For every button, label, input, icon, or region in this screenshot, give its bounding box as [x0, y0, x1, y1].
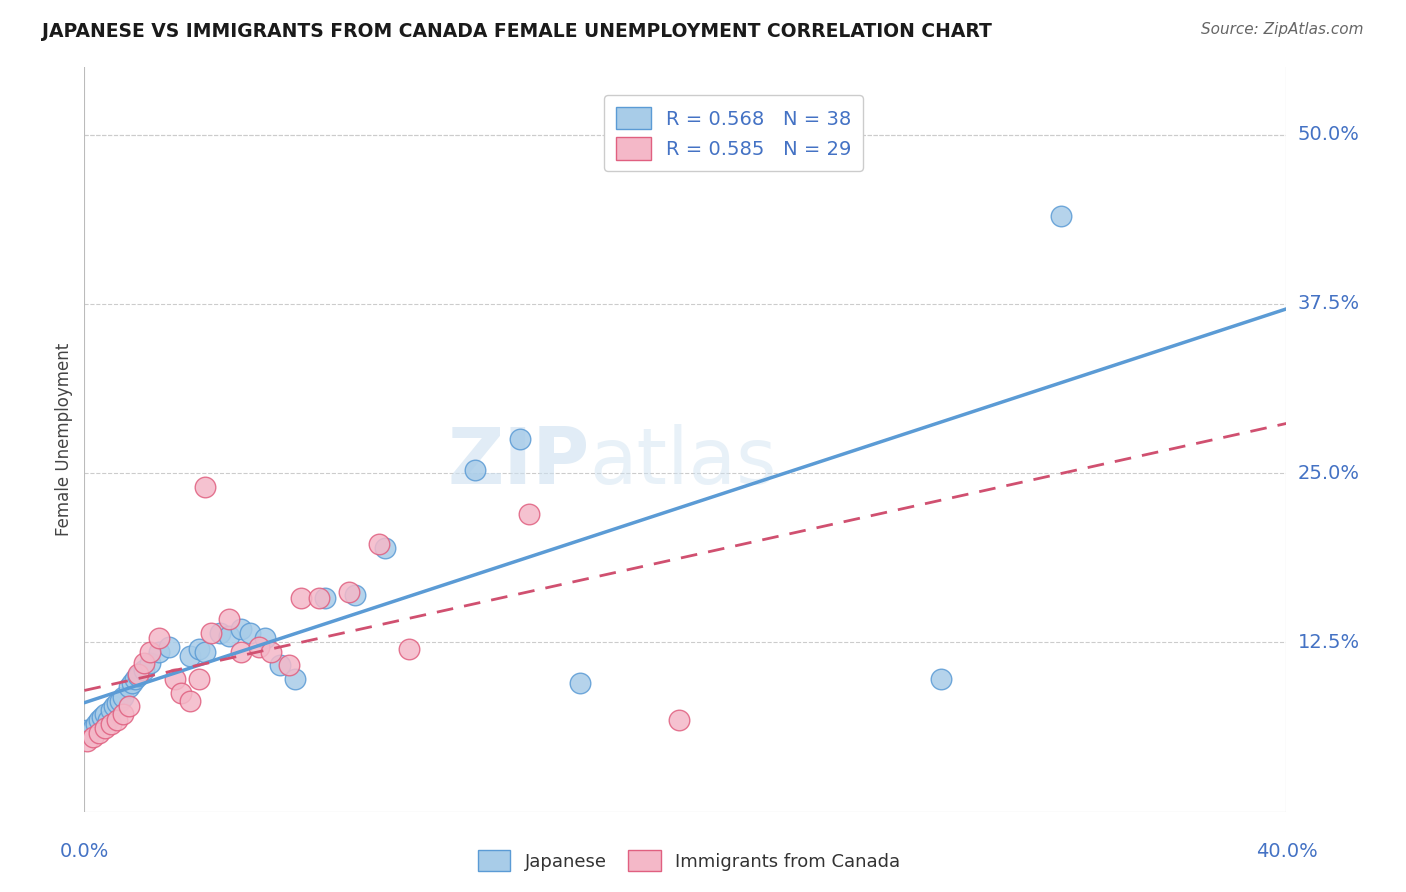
Point — [187, 642, 209, 657]
Text: 37.5%: 37.5% — [1298, 294, 1360, 313]
Point — [169, 685, 191, 699]
Point — [509, 433, 531, 447]
Point — [163, 672, 186, 686]
Point — [79, 726, 101, 740]
Point — [127, 669, 149, 683]
Point — [517, 507, 540, 521]
Point — [76, 734, 98, 748]
Point — [118, 680, 141, 694]
Point — [112, 707, 135, 722]
Point — [187, 672, 209, 686]
Point — [337, 585, 360, 599]
Point — [314, 591, 336, 605]
Text: 0.0%: 0.0% — [59, 842, 110, 862]
Point — [112, 690, 135, 704]
Point — [194, 480, 217, 494]
Point — [89, 713, 111, 727]
Point — [82, 730, 104, 744]
Y-axis label: Female Unemployment: Female Unemployment — [55, 343, 73, 536]
Point — [107, 697, 129, 711]
Point — [82, 721, 104, 735]
Point — [668, 713, 690, 727]
Text: 25.0%: 25.0% — [1298, 464, 1360, 483]
Point — [200, 626, 222, 640]
Point — [157, 640, 180, 654]
Point — [218, 612, 240, 626]
Point — [100, 703, 122, 717]
Point — [94, 721, 117, 735]
Point — [398, 642, 420, 657]
Point — [367, 536, 389, 550]
Point — [229, 622, 252, 636]
Text: ZIP: ZIP — [447, 424, 589, 500]
Point — [218, 629, 240, 643]
Point — [929, 672, 952, 686]
Point — [76, 723, 98, 738]
Point — [284, 672, 307, 686]
Text: 50.0%: 50.0% — [1298, 125, 1360, 145]
Text: 12.5%: 12.5% — [1298, 633, 1360, 652]
Point — [308, 591, 330, 605]
Point — [208, 626, 231, 640]
Point — [89, 726, 111, 740]
Point — [239, 626, 262, 640]
Point — [124, 672, 146, 686]
Text: JAPANESE VS IMMIGRANTS FROM CANADA FEMALE UNEMPLOYMENT CORRELATION CHART: JAPANESE VS IMMIGRANTS FROM CANADA FEMAL… — [42, 22, 993, 41]
Point — [94, 707, 117, 722]
Point — [247, 640, 270, 654]
Text: Source: ZipAtlas.com: Source: ZipAtlas.com — [1201, 22, 1364, 37]
Point — [269, 658, 291, 673]
Point — [343, 588, 366, 602]
Point — [148, 632, 170, 646]
Point — [139, 645, 162, 659]
Point — [464, 463, 486, 477]
Point — [179, 694, 201, 708]
Point — [134, 663, 156, 677]
Point — [139, 656, 162, 670]
Point — [110, 694, 132, 708]
Point — [179, 648, 201, 663]
Point — [290, 591, 312, 605]
Point — [91, 710, 114, 724]
Point — [86, 716, 108, 731]
Point — [253, 632, 276, 646]
Point — [100, 716, 122, 731]
Point — [194, 645, 217, 659]
Point — [134, 656, 156, 670]
Point — [127, 666, 149, 681]
Legend: R = 0.568   N = 38, R = 0.585   N = 29: R = 0.568 N = 38, R = 0.585 N = 29 — [605, 95, 863, 171]
Point — [260, 645, 283, 659]
Point — [107, 713, 129, 727]
Point — [1050, 209, 1073, 223]
Point — [229, 645, 252, 659]
Text: 40.0%: 40.0% — [1256, 842, 1317, 862]
Legend: Japanese, Immigrants from Canada: Japanese, Immigrants from Canada — [471, 843, 907, 879]
Point — [374, 541, 396, 555]
Point — [118, 699, 141, 714]
Point — [569, 676, 592, 690]
Text: atlas: atlas — [589, 424, 776, 500]
Point — [121, 676, 143, 690]
Point — [103, 699, 125, 714]
Point — [148, 645, 170, 659]
Point — [97, 713, 120, 727]
Point — [277, 658, 299, 673]
